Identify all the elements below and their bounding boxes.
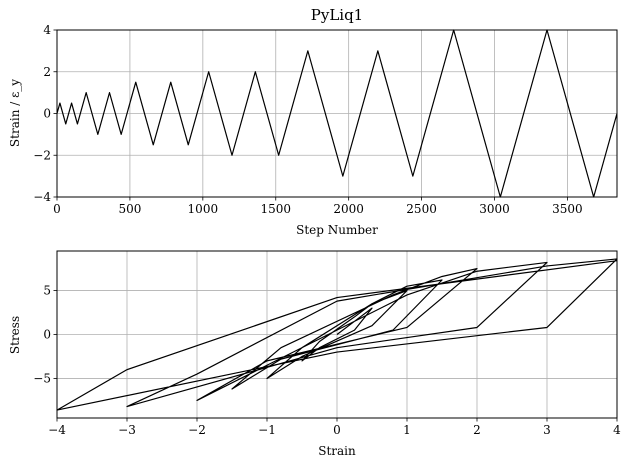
x-tick-label: −3	[118, 423, 136, 437]
x-tick-label: 3500	[552, 202, 583, 216]
tick-marks: 0 500 1000 1500 2000 2500 3000 3500 −4 −2 0 2 4	[33, 23, 582, 216]
series-lines	[56, 29, 618, 198]
series-lines	[56, 258, 618, 411]
x-tick-label: 3	[543, 423, 551, 437]
stress-strain-panel: −4 −3 −2 −1 0 1 2 3 4 −5 0 5 Strain Stress	[8, 250, 621, 458]
x-tick-label: −1	[258, 423, 276, 437]
series-line	[56, 258, 618, 411]
y-tick-label: −5	[33, 371, 51, 385]
y-tick-label: −4	[33, 190, 51, 204]
x-tick-label: 1000	[188, 202, 219, 216]
y-tick-label: −2	[33, 148, 51, 162]
x-tick-label: 0	[333, 423, 341, 437]
chart-title: PyLiq1	[311, 6, 363, 24]
strain-history-panel: 0 500 1000 1500 2000 2500 3000 3500 −4 −2 0 2 4 Step…	[8, 23, 618, 237]
y-tick-label: 0	[43, 107, 51, 121]
x-axis-label: Strain	[318, 444, 356, 458]
y-tick-label: 0	[43, 328, 51, 342]
x-tick-label: 0	[53, 202, 61, 216]
series-line	[56, 29, 618, 198]
x-tick-label: 4	[613, 423, 621, 437]
x-tick-label: 2000	[333, 202, 364, 216]
y-tick-label: 4	[43, 23, 51, 37]
y-axis-label: Strain / ε_y	[8, 79, 22, 147]
x-tick-label: −2	[188, 423, 206, 437]
x-tick-label: 2500	[406, 202, 437, 216]
y-tick-label: 2	[43, 65, 51, 79]
y-axis-label: Stress	[8, 316, 22, 354]
x-tick-label: 1500	[260, 202, 291, 216]
x-tick-label: −4	[48, 423, 66, 437]
x-tick-label: 2	[473, 423, 481, 437]
x-tick-label: 3000	[479, 202, 510, 216]
x-axis-label: Step Number	[296, 223, 378, 237]
y-tick-label: 5	[43, 284, 51, 298]
grid-lines	[56, 29, 617, 198]
x-tick-label: 500	[118, 202, 141, 216]
x-tick-label: 1	[403, 423, 411, 437]
tick-marks: −4 −3 −2 −1 0 1 2 3 4 −5 0 5	[33, 284, 621, 437]
